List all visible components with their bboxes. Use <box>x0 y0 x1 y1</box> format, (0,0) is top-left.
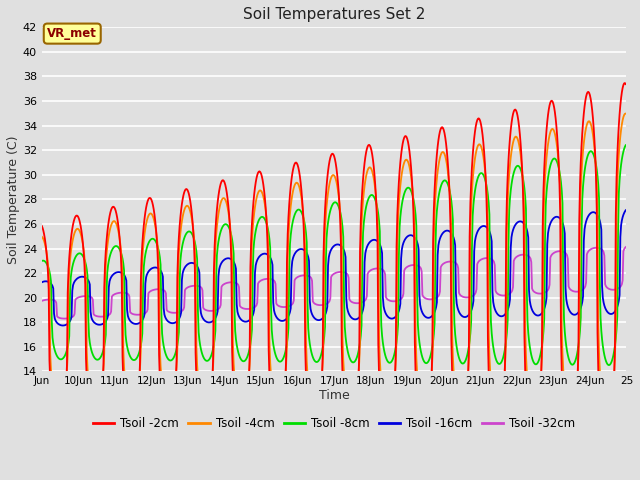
X-axis label: Time: Time <box>319 389 349 402</box>
Y-axis label: Soil Temperature (C): Soil Temperature (C) <box>7 135 20 264</box>
Text: VR_met: VR_met <box>47 27 97 40</box>
Legend: Tsoil -2cm, Tsoil -4cm, Tsoil -8cm, Tsoil -16cm, Tsoil -32cm: Tsoil -2cm, Tsoil -4cm, Tsoil -8cm, Tsoi… <box>88 412 580 434</box>
Title: Soil Temperatures Set 2: Soil Temperatures Set 2 <box>243 7 426 22</box>
